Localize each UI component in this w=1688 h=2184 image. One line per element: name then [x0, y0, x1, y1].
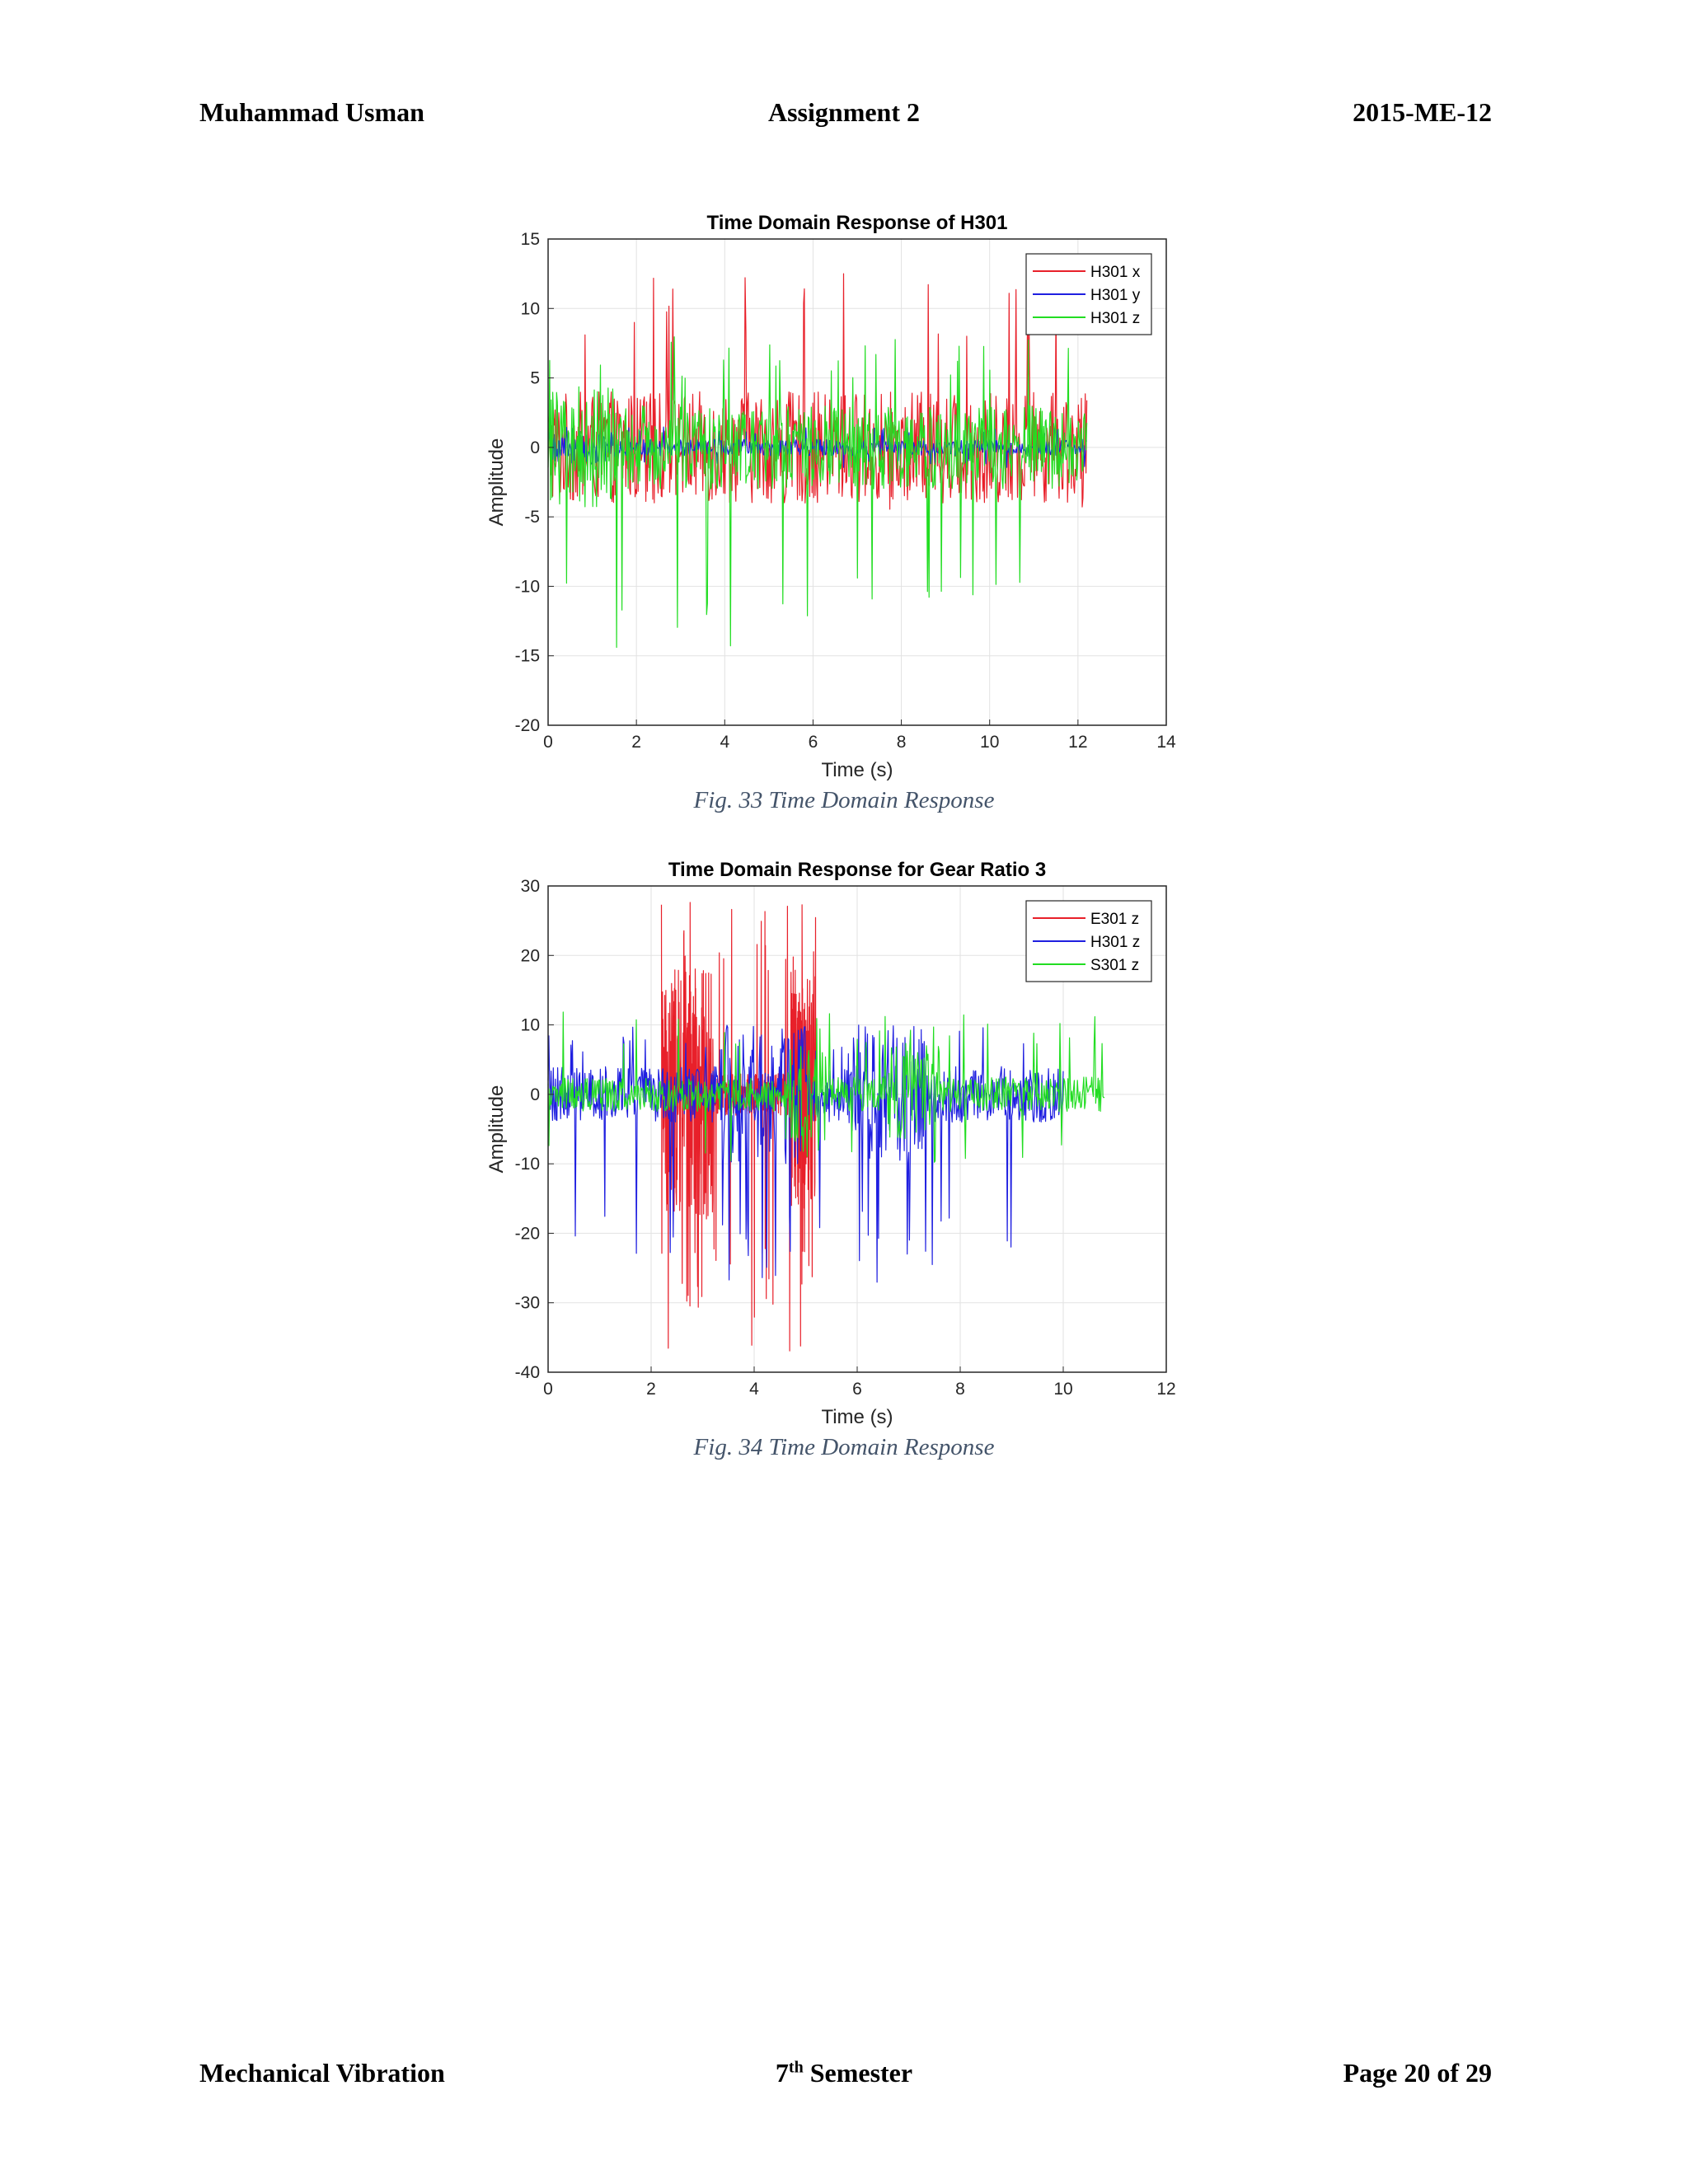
footer-course: Mechanical Vibration	[199, 2058, 445, 2088]
chart-2: 0 2 4 6 8 10 12 -40 -30 -20 -10 0 10 20 30 Time Domain …	[478, 853, 1203, 1430]
x-tick-label: 6	[852, 1380, 862, 1399]
y-axis-label: Amplitude	[485, 1085, 508, 1174]
x-tick-label: 0	[543, 1380, 553, 1399]
x-tick-label: 6	[809, 733, 818, 752]
chart-1-svg: 0 2 4 6 8 10 12 14 -20 -15 -10 -5 0 5 10 15 Time Domain …	[485, 212, 1176, 781]
y-tick-label: -40	[515, 1363, 540, 1382]
footer-semester-number: 7	[775, 2058, 789, 2088]
y-tick-label: -15	[515, 647, 540, 666]
y-tick-label: 0	[530, 438, 540, 457]
y-tick-label: 0	[530, 1085, 540, 1104]
legend-label-1: H301 y	[1090, 287, 1141, 304]
x-tick-label: 8	[897, 733, 907, 752]
figure-caption-2: Fig. 34 Time Domain Response	[693, 1434, 995, 1460]
y-tick-label: 10	[521, 299, 540, 318]
y-tick-label: -10	[515, 1155, 540, 1174]
y-tick-label: -20	[515, 1224, 540, 1243]
x-tick-label: 12	[1068, 733, 1087, 752]
legend-label-1: H301 z	[1090, 934, 1140, 951]
footer-page: Page 20 of 29	[1343, 2058, 1492, 2088]
x-tick-label: 12	[1156, 1380, 1175, 1399]
y-tick-label: 20	[521, 946, 540, 965]
y-axis-label: Amplitude	[485, 438, 508, 527]
series-line-2	[547, 336, 1088, 649]
series-line-2	[547, 1011, 1105, 1163]
y-tick-label: -5	[524, 508, 540, 527]
footer-semester: 7th Semester	[0, 2058, 1688, 2088]
header-title: Assignment 2	[767, 97, 920, 127]
header-id: 2015-ME-12	[1353, 97, 1492, 127]
y-tick-label: 10	[521, 1016, 540, 1035]
chart-title: Time Domain Response of H301	[707, 212, 1008, 234]
x-tick-label: 4	[720, 733, 729, 752]
footer-semester-label: Semester	[803, 2058, 913, 2088]
x-axis-label: Time (s)	[821, 1406, 893, 1428]
y-tick-label: 5	[530, 369, 540, 388]
chart-2-svg: 0 2 4 6 8 10 12 -40 -30 -20 -10 0 10 20 30 Time Domain …	[485, 859, 1176, 1428]
y-tick-label: -20	[515, 716, 540, 735]
x-tick-label: 14	[1156, 733, 1176, 752]
header-author: Muhammad Usman	[199, 97, 424, 127]
chart-1: 0 2 4 6 8 10 12 14 -20 -15 -10 -5 0 5 10 15 Time Domain …	[478, 206, 1203, 783]
x-axis-label: Time (s)	[821, 759, 893, 781]
footer-semester-sup: th	[788, 2058, 804, 2077]
legend-label-0: E301 z	[1090, 911, 1139, 928]
x-tick-label: 0	[543, 733, 553, 752]
legend-label-2: S301 z	[1090, 957, 1139, 974]
legend-label-0: H301 x	[1090, 264, 1141, 281]
y-tick-label: 30	[521, 877, 540, 896]
x-tick-label: 2	[631, 733, 641, 752]
x-tick-label: 8	[955, 1380, 965, 1399]
y-tick-label: -10	[515, 577, 540, 596]
x-tick-label: 2	[646, 1380, 656, 1399]
chart-title: Time Domain Response for Gear Ratio 3	[668, 859, 1046, 881]
axes-box	[547, 238, 1167, 726]
legend-label-2: H301 z	[1090, 310, 1140, 327]
x-tick-label: 4	[749, 1380, 759, 1399]
x-tick-label: 10	[980, 733, 999, 752]
figure-caption-1: Fig. 33 Time Domain Response	[693, 787, 995, 813]
y-tick-label: -30	[515, 1294, 540, 1313]
x-tick-label: 10	[1053, 1380, 1072, 1399]
y-tick-label: 15	[521, 230, 540, 249]
